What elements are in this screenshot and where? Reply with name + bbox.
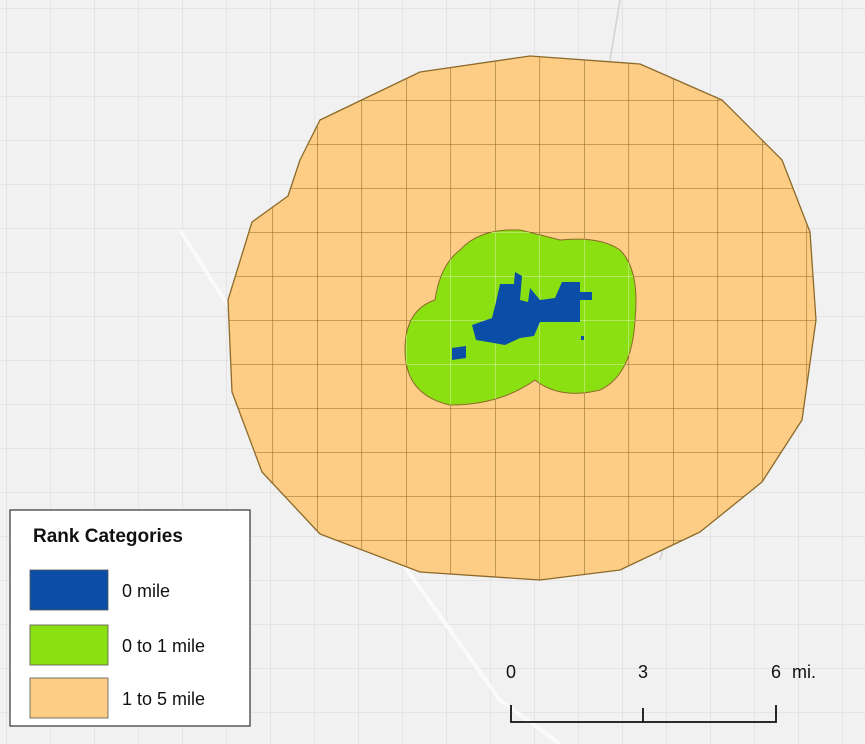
legend-label: 0 mile [122,581,170,601]
scale-label: 3 [638,662,648,682]
legend-swatch [29,677,109,719]
legend-title: Rank Categories [33,526,183,547]
scale-label: 0 [506,662,516,682]
core-area [452,346,466,360]
legend-label: 1 to 5 mile [122,689,205,709]
scale-bar-line [510,705,777,723]
scale-unit: mi. [792,662,816,682]
core-area [581,336,584,340]
legend-swatch [29,569,109,611]
scale-label: 6 [771,662,781,682]
legend: Rank Categories 0 mile 0 to 1 mile 1 to 5 … [9,509,251,727]
core-area [472,272,592,345]
legend-label: 0 to 1 mile [122,636,205,656]
scale-bar: 0 3 6 mi. [506,662,816,723]
legend-swatch [29,624,109,666]
buffer-0-mile [452,272,592,360]
